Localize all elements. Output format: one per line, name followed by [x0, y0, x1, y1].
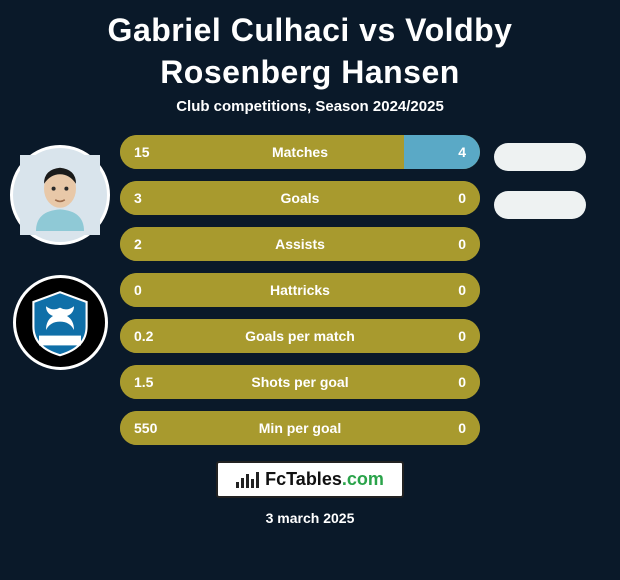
stat-bar: 550Min per goal0: [120, 411, 480, 445]
stat-label: Shots per goal: [120, 374, 480, 390]
stat-label: Hattricks: [120, 282, 480, 298]
stat-bar: 2Assists0: [120, 227, 480, 261]
person-icon: [20, 155, 100, 235]
right-column: [480, 135, 600, 219]
stat-value-right: 0: [458, 190, 466, 206]
stat-label: Assists: [120, 236, 480, 252]
footer: FcTables.com 3 march 2025: [0, 461, 620, 526]
opponent-pill-2: [494, 191, 586, 219]
left-column: [0, 135, 120, 370]
footer-date: 3 march 2025: [266, 510, 355, 526]
stat-value-right: 0: [458, 282, 466, 298]
stat-bar: 15Matches4: [120, 135, 480, 169]
shield-icon: [25, 288, 95, 358]
player-avatar: [10, 145, 110, 245]
opponent-pill-1: [494, 143, 586, 171]
stat-label: Min per goal: [120, 420, 480, 436]
stat-bars: 15Matches43Goals02Assists00Hattricks00.2…: [120, 135, 480, 445]
stat-label: Matches: [120, 144, 480, 160]
stat-value-right: 0: [458, 236, 466, 252]
stat-label: Goals per match: [120, 328, 480, 344]
stat-value-right: 0: [458, 420, 466, 436]
page-title: Gabriel Culhaci vs Voldby Rosenberg Hans…: [0, 0, 620, 98]
stat-bar: 3Goals0: [120, 181, 480, 215]
stat-value-right: 0: [458, 328, 466, 344]
stat-value-right: 4: [458, 144, 466, 160]
subtitle: Club competitions, Season 2024/2025: [0, 98, 620, 115]
stat-value-right: 0: [458, 374, 466, 390]
club-badge: [13, 275, 108, 370]
stat-bar: 0.2Goals per match0: [120, 319, 480, 353]
brand-name: FcTables.com: [265, 469, 384, 490]
stat-label: Goals: [120, 190, 480, 206]
bars-icon: [236, 472, 259, 488]
brand-badge[interactable]: FcTables.com: [216, 461, 404, 498]
content-row: 15Matches43Goals02Assists00Hattricks00.2…: [0, 135, 620, 445]
stat-bar: 1.5Shots per goal0: [120, 365, 480, 399]
stat-bar: 0Hattricks0: [120, 273, 480, 307]
